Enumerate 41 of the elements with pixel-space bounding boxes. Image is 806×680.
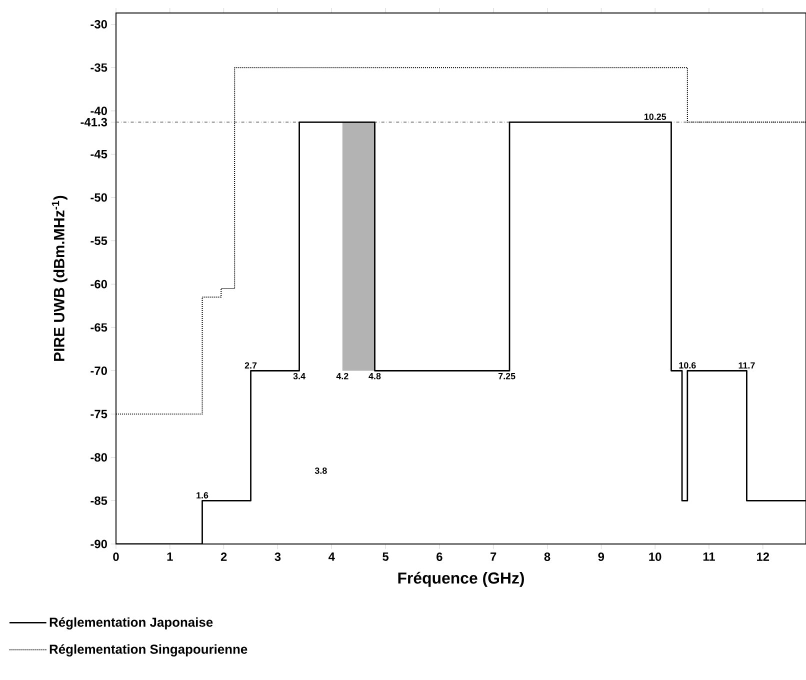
y-tick-label: -70 — [90, 366, 107, 375]
legend-label: Réglementation Japonaise — [50, 617, 213, 630]
x-tick-label: 10 — [649, 552, 662, 561]
y-tick-label: -41.3 — [80, 118, 108, 126]
x-tick-label: 6 — [436, 552, 442, 561]
annotation: 3.4 — [293, 372, 306, 380]
y-axis-title: PIRE UWB (dBm.MHz$^{-1}$) — [52, 196, 68, 361]
x-tick-label: 7 — [490, 552, 496, 561]
x-tick-label: 9 — [598, 552, 604, 561]
y-tick-label: -50 — [90, 193, 107, 202]
y-tick-label: -85 — [90, 496, 108, 505]
annotation: 10.25 — [644, 114, 666, 120]
x-axis-title: Fréquence (GHz) — [398, 572, 524, 587]
annotation: 1.6 — [196, 492, 208, 498]
x-tick-label: 0 — [113, 552, 119, 561]
y-tick-label: -40 — [90, 106, 107, 116]
x-tick-label: 3 — [274, 552, 281, 562]
x-tick-label: 2 — [220, 552, 227, 561]
y-tick-label: -60 — [90, 280, 107, 288]
annotation: 7.25 — [498, 372, 516, 380]
x-tick-label: 1 — [167, 552, 173, 561]
x-tick-label: 11 — [703, 552, 715, 561]
y-tick-label: -45 — [90, 150, 108, 158]
y-tick-label: -30 — [90, 20, 107, 29]
y-tick-label: -35 — [90, 63, 108, 72]
annotation: 4.2 — [336, 372, 348, 380]
annotation: 2.7 — [244, 362, 257, 369]
x-tick-label: 5 — [382, 552, 389, 561]
x-tick-label: 8 — [544, 552, 550, 561]
annotation: 11.7 — [738, 362, 755, 369]
x-tick-label: 4 — [328, 552, 335, 561]
y-tick-label: -80 — [90, 453, 107, 462]
annotation: 10.6 — [679, 362, 696, 369]
annotation: 3.8 — [314, 468, 327, 474]
y-tick-label: -65 — [90, 323, 108, 332]
legend-label: Réglementation Singapourienne — [50, 644, 248, 656]
y-tick-label: -55 — [90, 236, 108, 245]
y-tick-label: -90 — [90, 540, 107, 548]
y-tick-label: -75 — [90, 410, 108, 418]
x-tick-label: 12 — [756, 552, 770, 561]
annotation: 4.8 — [368, 372, 381, 380]
